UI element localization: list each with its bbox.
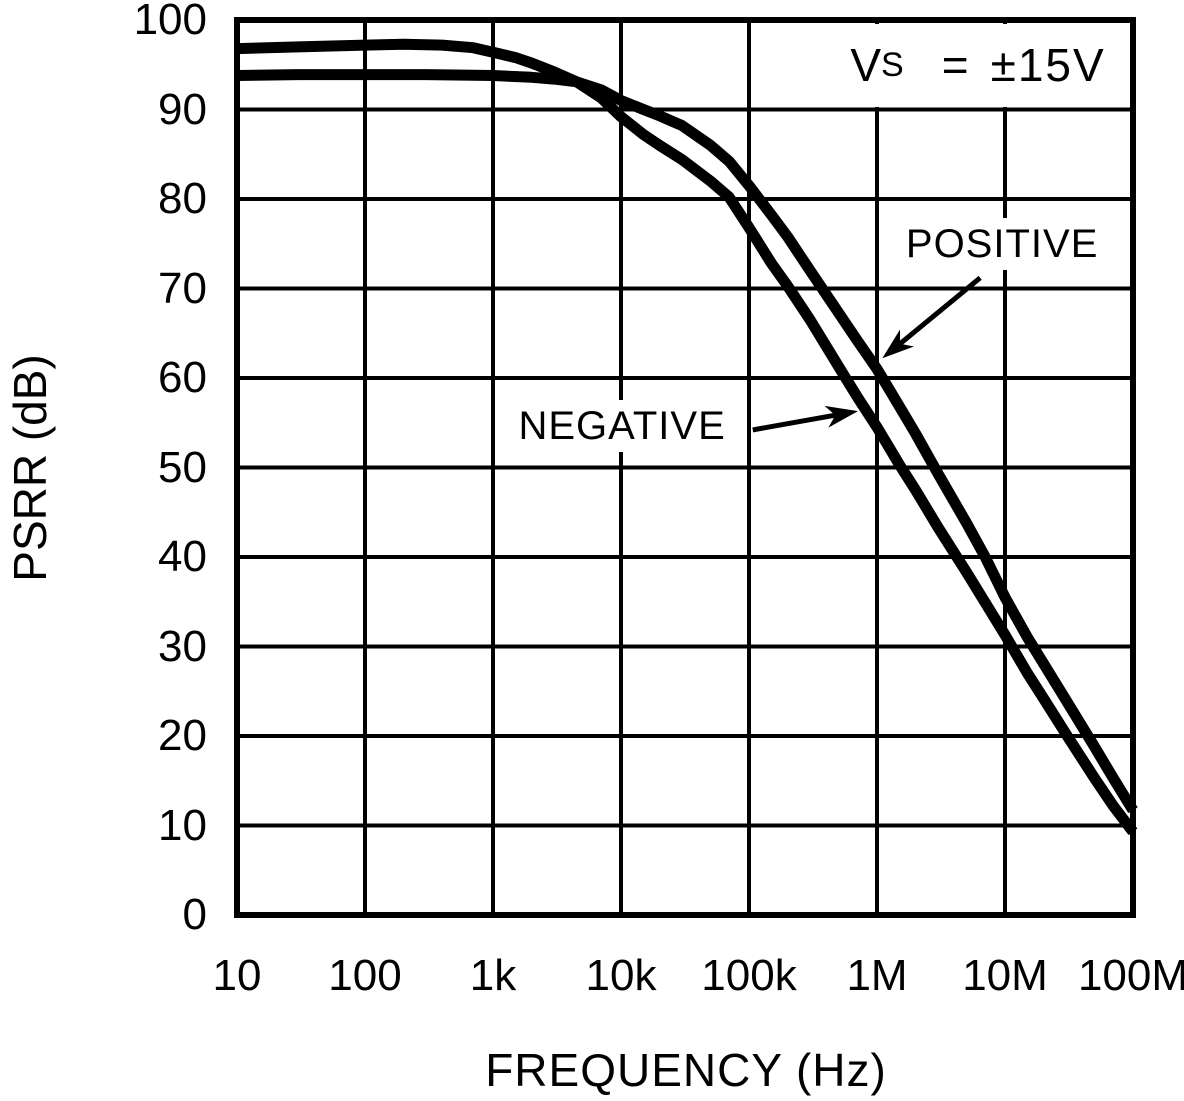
x-axis-title: FREQUENCY (Hz)	[485, 1044, 887, 1096]
y-tick-label-30: 30	[158, 621, 207, 671]
y-tick-label-10: 10	[158, 800, 207, 850]
y-tick-label-70: 70	[158, 263, 207, 313]
y-tick-label-60: 60	[158, 353, 207, 402]
plot-border	[234, 17, 1136, 918]
positive-curve-label: POSITIVE	[893, 217, 1111, 270]
x-tick-label-100: 100	[328, 951, 402, 1000]
x-tick-label-1M: 1M	[846, 951, 908, 1000]
positive-arrow-head	[882, 329, 914, 359]
positive-arrow-line	[893, 275, 982, 351]
x-tick-label-100k: 100k	[701, 951, 797, 1000]
annotation-value: ±15V	[990, 39, 1106, 92]
x-tick-label-1k: 1k	[469, 951, 517, 1000]
annotation-equals: =	[941, 39, 969, 92]
y-tick-label-80: 80	[158, 174, 207, 223]
y-tick-label-50: 50	[158, 442, 207, 492]
y-tick-label-40: 40	[158, 532, 207, 581]
y-tick-label-0: 0	[182, 890, 207, 939]
x-tick-label-100M: 100M	[1077, 951, 1184, 1000]
x-tick-label-10: 10	[212, 951, 262, 1000]
positive-curve	[236, 69, 1138, 814]
x-tick-label-10k: 10k	[585, 951, 657, 1000]
y-tick-label-90: 90	[158, 84, 207, 134]
x-tick-label-10M: 10M	[962, 951, 1048, 1000]
y-tick-label-20: 20	[158, 711, 207, 760]
negative-curve	[236, 38, 1138, 836]
negative-arrow-line	[752, 411, 843, 433]
y-tick-label-100: 100	[133, 0, 207, 44]
negative-arrow-head	[824, 405, 858, 428]
annotation-subscript: S	[881, 46, 904, 85]
annotation-variable: V	[850, 39, 882, 92]
supply-voltage-annotation: V S = ±15V	[752, 24, 1129, 107]
negative-curve-label: NEGATIVE	[506, 400, 738, 453]
